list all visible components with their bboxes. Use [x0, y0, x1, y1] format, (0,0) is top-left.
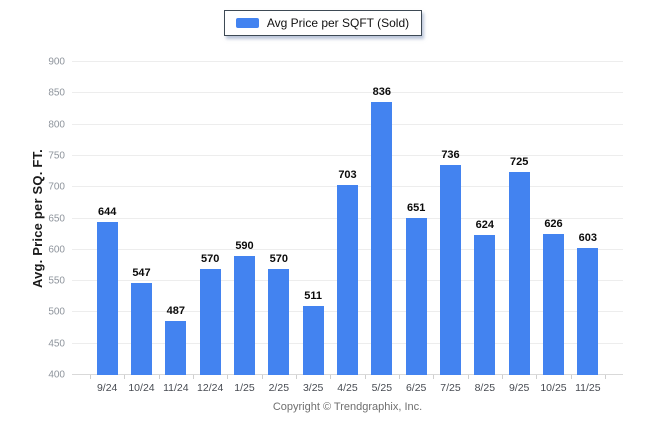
- bar[interactable]: [96, 222, 118, 375]
- axis-tick: [90, 375, 91, 379]
- y-axis-tick-label: 550: [48, 275, 65, 287]
- x-axis-tick-label: 10/25: [540, 382, 567, 394]
- bar[interactable]: [405, 217, 427, 375]
- bar[interactable]: [543, 233, 564, 375]
- axis-tick: [433, 375, 435, 379]
- axis-tick: [536, 375, 538, 379]
- x-axis-tick-label: 7/25: [440, 382, 461, 394]
- axis-tick: [296, 375, 297, 379]
- bar-value-label: 644: [97, 206, 117, 219]
- bar-value-label: 651: [406, 201, 426, 214]
- axis-tick: [502, 375, 503, 379]
- y-axis-tick-label: 850: [48, 87, 65, 99]
- bar[interactable]: [165, 320, 187, 375]
- gridline: [72, 92, 623, 94]
- bar-value-label: 626: [544, 217, 563, 230]
- axis-tick: [193, 375, 194, 379]
- bar-value-label: 624: [475, 218, 494, 231]
- y-axis-tick-label: 600: [48, 244, 65, 256]
- x-axis-tick-label: 5/25: [371, 382, 393, 394]
- x-axis-tick-label: 10/24: [128, 382, 155, 394]
- y-axis-tick-label: 900: [48, 56, 65, 68]
- x-axis-tick-label: 9/24: [96, 382, 118, 394]
- bar-value-label: 570: [269, 252, 288, 265]
- axis-tick: [364, 375, 366, 379]
- axis-tick: [227, 375, 229, 379]
- bar-value-label: 603: [578, 231, 597, 244]
- bar-value-label: 547: [132, 266, 151, 279]
- legend-swatch-icon: [235, 18, 259, 28]
- bar-value-label: 590: [235, 240, 254, 253]
- gridline: [72, 123, 623, 125]
- bar-value-label: 570: [200, 252, 220, 265]
- gridline: [72, 61, 623, 62]
- y-axis-tick-label: 700: [48, 181, 65, 193]
- x-axis-tick-label: 4/25: [337, 382, 358, 394]
- y-axis-tick-label: 500: [48, 306, 65, 318]
- axis-tick: [605, 375, 606, 379]
- x-axis-tick-label: 2/25: [268, 382, 290, 394]
- y-axis-tick-label: 450: [48, 338, 65, 350]
- x-axis-tick-label: 12/24: [197, 382, 224, 394]
- y-axis-tick-label: 800: [48, 119, 65, 131]
- axis-tick: [467, 375, 469, 379]
- x-axis-tick-label: 3/25: [302, 382, 324, 394]
- axis-tick: [399, 375, 400, 379]
- axis-tick: [124, 375, 126, 379]
- bar[interactable]: [337, 185, 358, 375]
- x-axis-tick-label: 1/25: [234, 382, 255, 394]
- legend-label: Avg Price per SQFT (Sold): [266, 16, 410, 30]
- x-axis-tick-label: 6/25: [405, 382, 427, 394]
- x-axis-tick-label: 11/25: [575, 382, 601, 394]
- x-axis-tick-label: 11/24: [163, 382, 189, 394]
- legend[interactable]: Avg Price per SQFT (Sold): [223, 10, 423, 36]
- bar-value-label: 725: [509, 155, 529, 168]
- plot-area: 400 450 500 550 600 650 700 750 800 850 900 644 9/24…: [48, 57, 623, 394]
- y-axis-tick-label: 750: [48, 150, 65, 162]
- bar[interactable]: [508, 171, 530, 375]
- y-axis-tick-label: 650: [48, 213, 65, 224]
- bar[interactable]: [234, 256, 255, 375]
- bar-value-label: 487: [166, 304, 185, 317]
- x-axis-tick-label: 9/25: [508, 382, 530, 394]
- y-axis-title: Avg. Price per SQ. FT.: [29, 148, 45, 288]
- legend-container: Avg Price per SQFT (Sold): [0, 10, 646, 36]
- axis-tick: [570, 375, 572, 379]
- bar[interactable]: [131, 282, 152, 375]
- bar[interactable]: [440, 164, 461, 375]
- axis-tick: [330, 375, 332, 379]
- bar-value-label: 703: [338, 169, 357, 182]
- y-axis-tick-label: 400: [48, 369, 65, 381]
- axis-tick: [261, 375, 263, 379]
- bar-value-label: 736: [441, 148, 460, 161]
- bar[interactable]: [199, 268, 221, 375]
- copyright-text: Copyright © Trendgraphix, Inc.: [272, 401, 423, 413]
- axis-tick: [158, 375, 160, 379]
- y-axis-title-container: Avg. Price per SQ. FT.: [26, 62, 48, 375]
- bar[interactable]: [371, 102, 393, 375]
- bar[interactable]: [302, 305, 324, 375]
- bar-value-label: 511: [304, 289, 323, 302]
- x-axis-tick-label: 8/25: [474, 382, 496, 394]
- bar-value-label: 836: [372, 86, 391, 99]
- bar[interactable]: [577, 247, 599, 375]
- bar[interactable]: [268, 268, 290, 375]
- bar[interactable]: [474, 234, 496, 375]
- gridline: [72, 154, 623, 156]
